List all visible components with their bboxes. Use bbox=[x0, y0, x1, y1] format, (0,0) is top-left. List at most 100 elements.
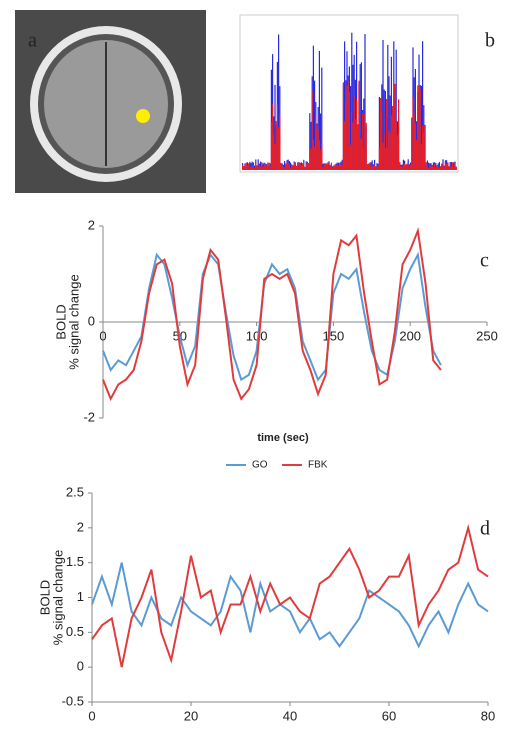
mri-image bbox=[15, 10, 206, 193]
trace-bar bbox=[251, 161, 253, 170]
trace-bar bbox=[390, 56, 392, 170]
trace-bar bbox=[258, 164, 260, 170]
trace-bar bbox=[448, 166, 450, 170]
trace-bar bbox=[358, 80, 360, 170]
trace-bar bbox=[336, 162, 338, 170]
trace-bar bbox=[257, 166, 259, 170]
trace-bar bbox=[417, 85, 419, 170]
trace-bar bbox=[353, 95, 355, 170]
trace-bar bbox=[278, 34, 280, 171]
trace-bar bbox=[368, 163, 370, 170]
trace-bar bbox=[315, 115, 317, 170]
trace-bar bbox=[437, 163, 439, 170]
trace-bar bbox=[312, 139, 314, 170]
trace-bar bbox=[293, 163, 295, 170]
trace-bar bbox=[408, 165, 410, 170]
x-tick-label: 20 bbox=[184, 708, 198, 723]
trace-bar bbox=[322, 167, 324, 170]
legend-label: FBK bbox=[308, 460, 328, 471]
trace-bar bbox=[365, 122, 367, 170]
trace-bar bbox=[424, 125, 426, 170]
trace-bar bbox=[322, 163, 324, 170]
trace-bar bbox=[318, 50, 320, 170]
y-tick-label: 2.5 bbox=[66, 484, 84, 499]
trace-bar bbox=[447, 162, 449, 170]
x-tick-label: 200 bbox=[399, 328, 421, 343]
x-tick-label: 250 bbox=[476, 328, 498, 343]
trace-bar bbox=[278, 127, 280, 170]
trace-bar bbox=[314, 80, 316, 170]
y-axis-label: % signal change bbox=[66, 274, 81, 369]
trace-bar bbox=[389, 133, 391, 170]
trace-bar bbox=[383, 89, 385, 170]
trace-bar bbox=[347, 80, 349, 170]
trace-bar bbox=[401, 167, 403, 170]
trace-bar bbox=[414, 68, 416, 170]
trace-bar bbox=[344, 41, 346, 170]
trace-bar bbox=[310, 121, 312, 170]
trace-bar bbox=[452, 162, 454, 170]
trace-bar bbox=[453, 162, 455, 170]
y-tick-label: 2 bbox=[77, 519, 84, 534]
trace-bar bbox=[308, 163, 310, 170]
trace-bar bbox=[314, 146, 316, 170]
trace-bar bbox=[418, 85, 420, 170]
trace-bar bbox=[449, 162, 451, 170]
trace-bar bbox=[333, 166, 335, 170]
trace-bar bbox=[282, 166, 284, 170]
trace-bar bbox=[344, 120, 346, 170]
series-line bbox=[102, 251, 442, 382]
trace-bar bbox=[298, 162, 300, 170]
trace-bar bbox=[414, 123, 416, 170]
y-tick-label: 0 bbox=[88, 313, 95, 328]
trace-bar bbox=[442, 162, 444, 170]
trace-bar bbox=[252, 165, 254, 170]
trace-bar bbox=[244, 164, 246, 170]
y-tick-label: -2 bbox=[83, 409, 95, 424]
trace-bar bbox=[270, 69, 272, 170]
trace-bar bbox=[420, 85, 422, 170]
trace-bar bbox=[390, 115, 392, 170]
trace-bar bbox=[354, 118, 356, 170]
y-tick-label: -0.5 bbox=[62, 693, 84, 708]
trace-bar bbox=[320, 149, 322, 170]
x-tick-label: 0 bbox=[88, 708, 95, 723]
trace-bar bbox=[352, 122, 354, 170]
trace-bar bbox=[429, 163, 431, 170]
trace-bar bbox=[400, 165, 402, 170]
trace-bar bbox=[362, 113, 364, 170]
trace-bar bbox=[384, 90, 386, 170]
trace-bar bbox=[432, 166, 434, 170]
trace-bar bbox=[407, 164, 409, 170]
trace-bar bbox=[312, 45, 314, 171]
trace-bar bbox=[428, 167, 430, 170]
trace-bar bbox=[286, 162, 288, 170]
trace-bar bbox=[431, 164, 433, 170]
trace-bar bbox=[242, 164, 244, 170]
trace-bar bbox=[430, 166, 432, 170]
trace-bar bbox=[449, 167, 451, 170]
trace-bar bbox=[299, 162, 301, 170]
trace-bar bbox=[260, 166, 262, 170]
roi bbox=[136, 109, 150, 123]
trace-bar bbox=[257, 159, 259, 170]
trace-bar bbox=[274, 143, 276, 170]
trace-bar bbox=[422, 41, 424, 171]
trace-bar bbox=[398, 99, 400, 170]
trace-bar bbox=[346, 85, 348, 170]
trace-bar bbox=[438, 162, 440, 170]
trace-bar bbox=[387, 147, 389, 170]
x-tick-label: 40 bbox=[283, 708, 297, 723]
trace-bar bbox=[260, 161, 262, 170]
trace-bar bbox=[280, 162, 282, 170]
trace-bar bbox=[364, 113, 366, 170]
trace-bar bbox=[332, 167, 334, 170]
trace-bar bbox=[317, 129, 319, 170]
trace-bar bbox=[441, 163, 443, 170]
trace-bar bbox=[429, 167, 431, 170]
trace-bar bbox=[290, 167, 292, 170]
series-line bbox=[91, 523, 489, 668]
trace-bar bbox=[392, 106, 394, 170]
trace-bar bbox=[305, 163, 307, 170]
trace-bar bbox=[436, 165, 438, 170]
